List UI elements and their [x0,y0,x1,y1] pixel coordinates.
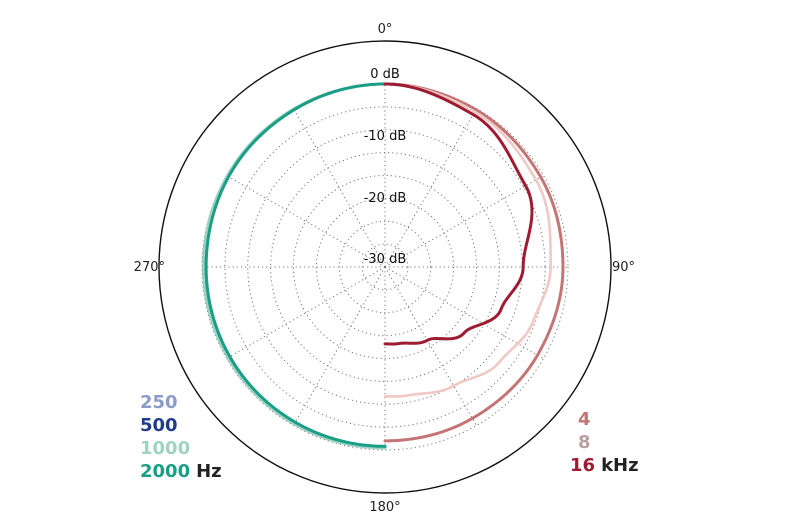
legend-entry-1000: 1000 [140,437,222,460]
legend-unit-khz: kHz [601,455,639,476]
angle-label-270: 270° [134,260,165,275]
grid-spoke-150 [384,266,477,426]
curve-250 [202,82,387,449]
legend-khz: 4 8 16 kHz [570,408,639,477]
grid-spoke-240 [226,266,386,359]
grid-spoke-30 [384,108,477,268]
grid-spoke-300 [226,175,386,268]
legend-label-250: 250 [140,392,178,413]
legend-entry-250: 250 [140,391,222,414]
legend-entry-8k: 8 [570,431,639,454]
curve-4 [383,82,565,443]
grid-ring-20db [293,175,477,359]
db-label-minus-20: -20 dB [364,191,407,206]
curve-2000 [204,82,387,448]
polar-grid [158,40,612,494]
legend-unit-hz: Hz [196,461,222,482]
curve-1000 [202,82,387,450]
grid-ring-30db [338,220,432,314]
legend-label-16: 16 [570,455,596,476]
db-label-0: 0 dB [370,67,400,82]
db-label-minus-10: -10 dB [364,129,407,144]
legend-entry-500: 500 [140,414,222,437]
legend-entry-4k: 4 [570,408,639,431]
legend-label-500: 500 [140,415,178,436]
grid-spoke-330 [293,108,386,268]
angle-label-180: 180° [369,500,400,515]
grid-ring-25db [315,197,455,337]
angle-label-90: 90° [612,260,635,275]
legend-label-8: 8 [578,432,591,453]
angle-label-0: 0° [378,22,393,37]
grid-spoke-120 [384,266,544,359]
response-curves [202,82,565,450]
legend-entry-16k: 16 kHz [570,454,639,477]
legend-label-4: 4 [578,409,591,430]
db-label-minus-30: -30 dB [364,252,407,267]
grid-spoke-210 [293,266,386,426]
legend-label-2000: 2000 [140,461,191,482]
curve-500 [202,82,387,449]
curve-16 [383,82,534,346]
legend-hz: 250 500 1000 2000 Hz [140,391,222,483]
legend-entry-2000: 2000 Hz [140,460,222,483]
grid-spoke-60 [384,175,544,268]
curve-8 [383,82,552,398]
grid-ring-35db [361,243,409,291]
polar-outer-ring [158,40,612,494]
legend-label-1000: 1000 [140,438,191,459]
